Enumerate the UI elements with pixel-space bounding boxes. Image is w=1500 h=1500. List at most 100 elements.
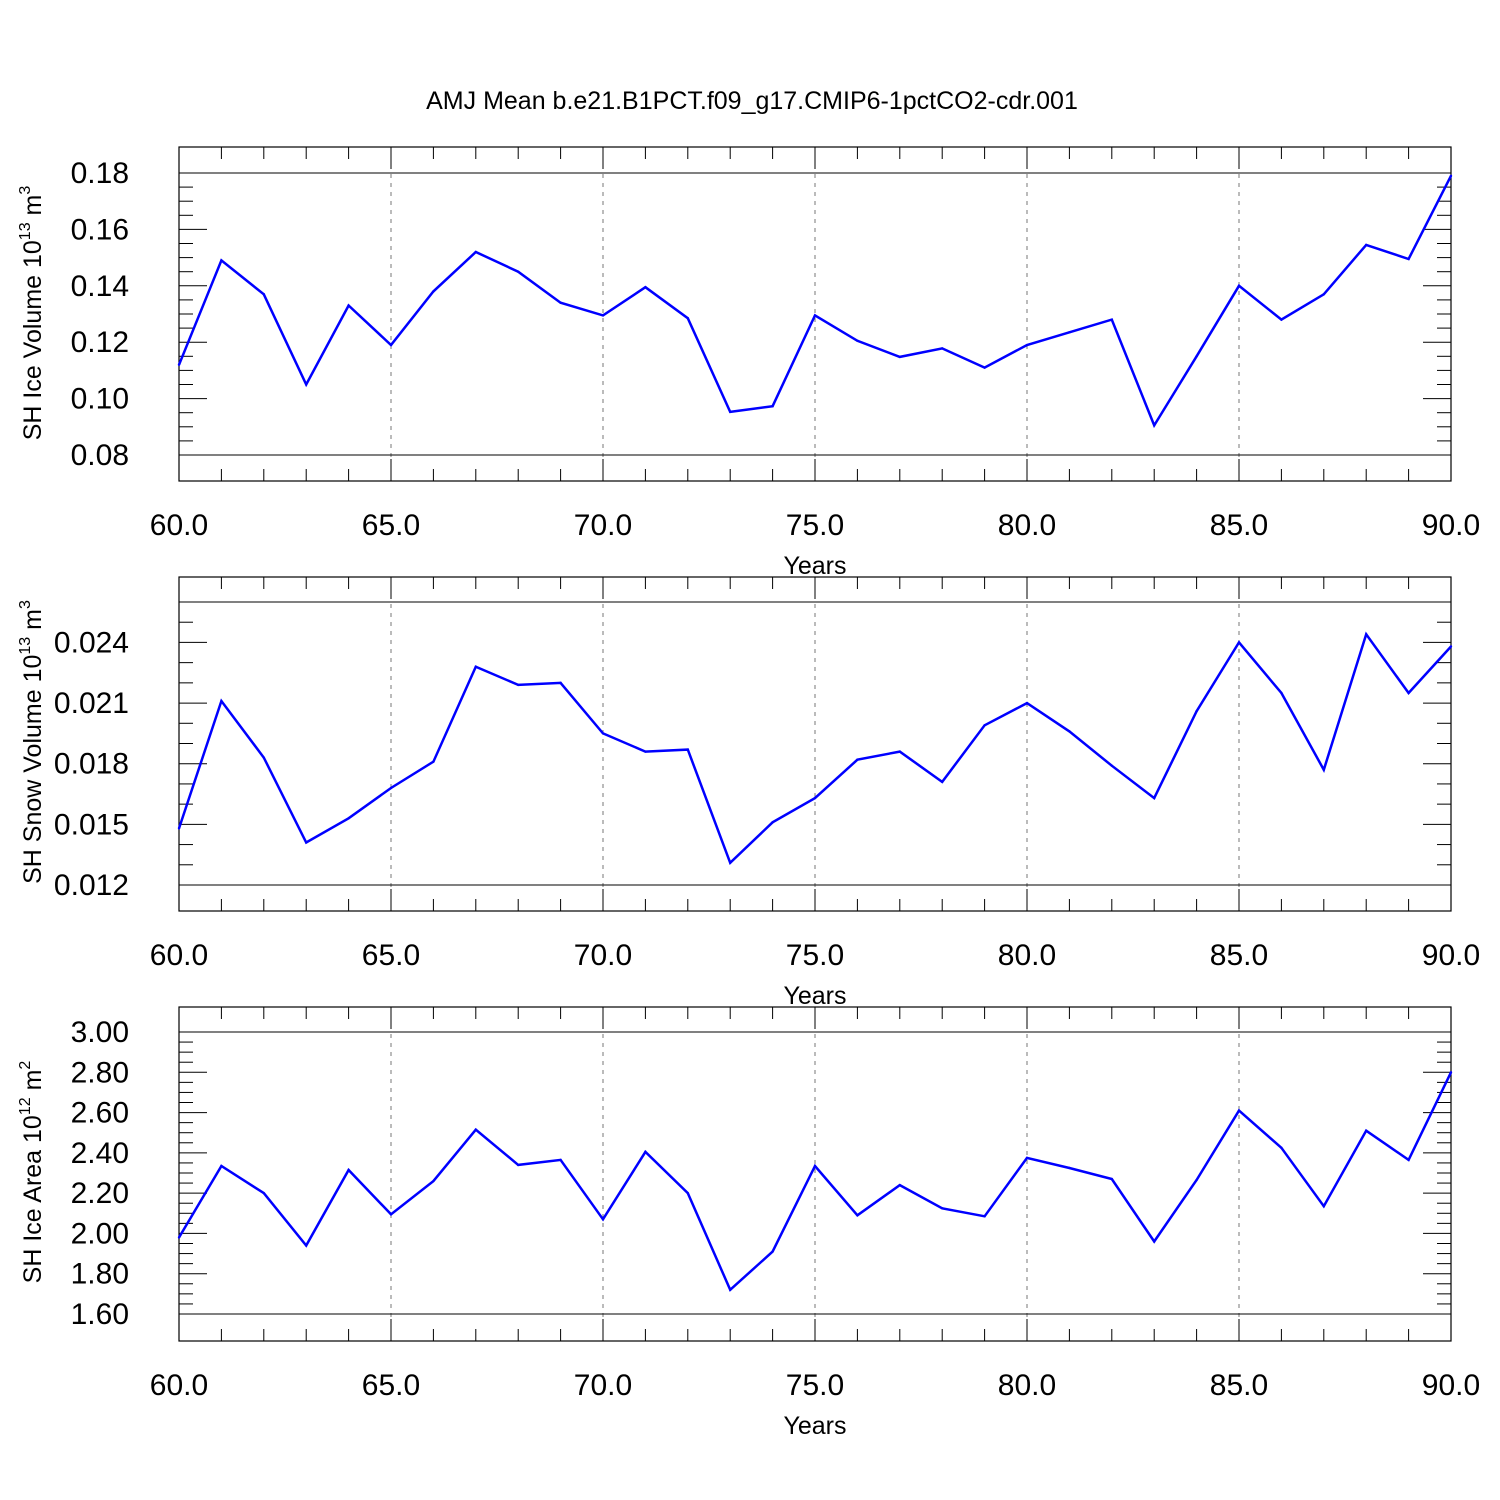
- data-point: [474, 1128, 477, 1131]
- data-point: [898, 355, 901, 359]
- data-point: [432, 760, 435, 763]
- data-point: [1068, 331, 1071, 334]
- data-point: [1407, 257, 1410, 261]
- data-point: [1068, 1166, 1071, 1170]
- data-point: [1322, 293, 1326, 296]
- data-point: [856, 1214, 859, 1217]
- y-tick-label: 0.14: [71, 270, 129, 303]
- y-axis-title-unit-exponent: 3: [17, 186, 34, 195]
- chart-panel-3: 1.60 1.80 2.00 2.20 2.40 2.60 2.80 3.00 60.0 65.0…: [17, 1006, 1480, 1440]
- panels: 0.08 0.10 0.12 0.14 0.16 0.18 60.0 65.0 70.0 75.0…: [17, 146, 1480, 1440]
- data-point: [474, 250, 477, 254]
- x-tick-label: 65.0: [362, 1369, 420, 1402]
- y-axis-title: SH Ice Volume 1013 m3: [17, 186, 47, 441]
- x-tick-label: 60.0: [150, 1369, 208, 1402]
- data-point: [813, 314, 817, 317]
- data-point: [347, 817, 350, 820]
- y-axis-title-unit: m: [19, 609, 47, 637]
- data-point: [1322, 1205, 1326, 1208]
- data-point: [1365, 1129, 1368, 1132]
- data-point: [305, 383, 308, 386]
- data-point: [941, 780, 944, 784]
- data-point: [729, 861, 732, 864]
- data-point: [177, 363, 181, 366]
- figure-title: AMJ Mean b.e21.B1PCT.f09_g17.CMIP6-1pctC…: [426, 87, 1078, 115]
- data-point: [941, 1207, 944, 1210]
- data-point: [347, 1168, 350, 1172]
- y-tick-label: 0.18: [71, 157, 129, 190]
- data-point: [1407, 1158, 1410, 1162]
- x-tick-label: 70.0: [574, 1369, 632, 1402]
- x-tick-label: 60.0: [150, 509, 208, 542]
- data-point: [517, 270, 520, 273]
- y-tick-label: 1.60: [71, 1298, 129, 1331]
- data-point: [983, 1215, 986, 1218]
- data-point: [898, 750, 901, 753]
- x-tick-label: 75.0: [786, 1369, 844, 1402]
- y-tick-label: 0.012: [54, 869, 129, 902]
- data-point: [432, 1179, 435, 1183]
- data-point: [389, 1213, 393, 1216]
- data-point: [686, 1191, 689, 1195]
- data-point: [729, 1288, 732, 1292]
- x-tick-label: 70.0: [574, 509, 632, 542]
- data-point: [1449, 1071, 1453, 1074]
- data-point: [1449, 645, 1453, 648]
- y-axis-title-unit-exponent: 3: [17, 600, 34, 609]
- data-point: [813, 796, 817, 800]
- data-point: [559, 301, 562, 304]
- y-tick-label: 2.80: [71, 1056, 129, 1089]
- x-tick-label: 85.0: [1210, 939, 1268, 972]
- x-tick-label: 90.0: [1422, 939, 1480, 972]
- data-point: [771, 821, 774, 824]
- data-point: [389, 343, 393, 347]
- data-point: [177, 827, 181, 830]
- data-point: [1280, 318, 1283, 321]
- y-axis-title-text: SH Snow Volume 10: [19, 655, 47, 884]
- data-point: [220, 259, 223, 262]
- data-point: [1280, 1146, 1283, 1150]
- data-point: [1237, 1109, 1241, 1112]
- data-point: [389, 786, 393, 790]
- data-point: [813, 1164, 817, 1168]
- x-tick-label: 85.0: [1210, 509, 1268, 542]
- data-point: [898, 1183, 901, 1187]
- data-point: [517, 683, 520, 687]
- data-point: [644, 750, 647, 753]
- y-tick-label: 0.024: [54, 626, 129, 659]
- y-tick-label: 2.40: [71, 1137, 129, 1170]
- data-point: [1025, 1156, 1029, 1160]
- y-axis-title-unit: m: [19, 195, 47, 223]
- data-point: [1110, 1177, 1114, 1181]
- y-axis-title-unit: m: [19, 1070, 47, 1098]
- plot-frame: [178, 576, 1452, 912]
- x-tick-label: 75.0: [786, 939, 844, 972]
- x-tick-label: 80.0: [998, 1369, 1056, 1402]
- data-point: [601, 314, 605, 317]
- data-point: [1407, 691, 1410, 695]
- x-tick-label: 65.0: [362, 509, 420, 542]
- data-point: [983, 724, 986, 727]
- y-axis-title: SH Ice Area 1012 m2: [17, 1061, 47, 1284]
- data-point: [983, 366, 986, 369]
- data-point: [601, 1218, 605, 1221]
- data-point: [1195, 709, 1198, 713]
- data-point: [1365, 633, 1368, 636]
- data-point: [1195, 1178, 1198, 1182]
- y-axis-title: SH Snow Volume 1013 m3: [17, 600, 47, 884]
- data-point: [220, 699, 223, 703]
- data-point: [686, 748, 689, 751]
- data-point: [1365, 243, 1368, 247]
- x-axis-title: Years: [783, 982, 846, 1010]
- x-tick-label: 85.0: [1210, 1369, 1268, 1402]
- data-point: [1322, 768, 1326, 771]
- y-tick-label: 0.12: [71, 326, 129, 359]
- chart-panel-2: 0.012 0.015 0.018 0.021 0.024 60.0 65.0 70.0 75.…: [17, 576, 1480, 1010]
- y-tick-label: 0.015: [54, 808, 129, 841]
- data-point: [305, 1244, 308, 1247]
- data-point: [559, 1158, 562, 1162]
- y-tick-label: 0.10: [71, 383, 129, 416]
- data-point: [474, 665, 477, 668]
- data-point: [644, 1150, 647, 1154]
